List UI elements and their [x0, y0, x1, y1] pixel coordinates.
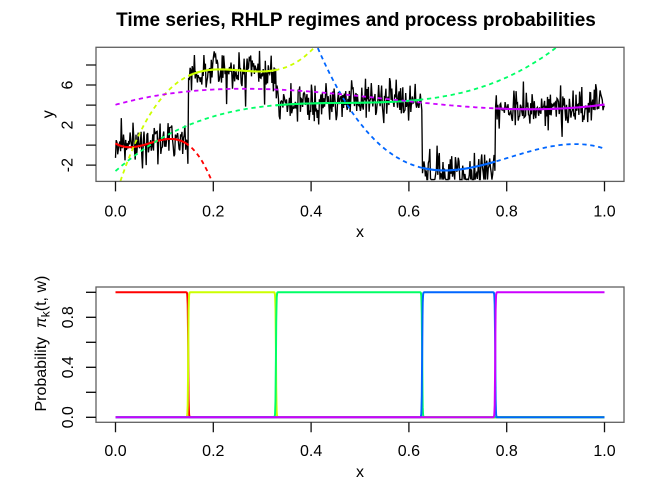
svg-text:0.2: 0.2	[202, 203, 224, 220]
svg-text:6: 6	[60, 80, 77, 89]
svg-text:y: y	[40, 110, 57, 118]
svg-text:0.6: 0.6	[398, 203, 420, 220]
svg-text:0.0: 0.0	[60, 406, 77, 428]
svg-text:0.4: 0.4	[60, 356, 77, 378]
svg-text:0.4: 0.4	[300, 203, 322, 220]
svg-text:x: x	[356, 224, 364, 241]
svg-text:0.8: 0.8	[60, 306, 77, 328]
svg-text:Probability πk(t, w): Probability πk(t, w)	[33, 276, 53, 412]
svg-text:0.0: 0.0	[104, 443, 126, 460]
svg-text:0.2: 0.2	[202, 443, 224, 460]
svg-text:0.4: 0.4	[300, 443, 322, 460]
svg-text:0.0: 0.0	[104, 203, 126, 220]
svg-text:0.8: 0.8	[496, 203, 518, 220]
svg-text:2: 2	[60, 121, 77, 130]
svg-text:1.0: 1.0	[593, 443, 615, 460]
svg-text:x: x	[356, 464, 364, 480]
svg-text:0.8: 0.8	[496, 443, 518, 460]
svg-text:-2: -2	[60, 158, 77, 172]
svg-text:0.6: 0.6	[398, 443, 420, 460]
svg-text:1.0: 1.0	[593, 203, 615, 220]
svg-text:Time series, RHLP regimes and: Time series, RHLP regimes and process pr…	[116, 10, 596, 31]
